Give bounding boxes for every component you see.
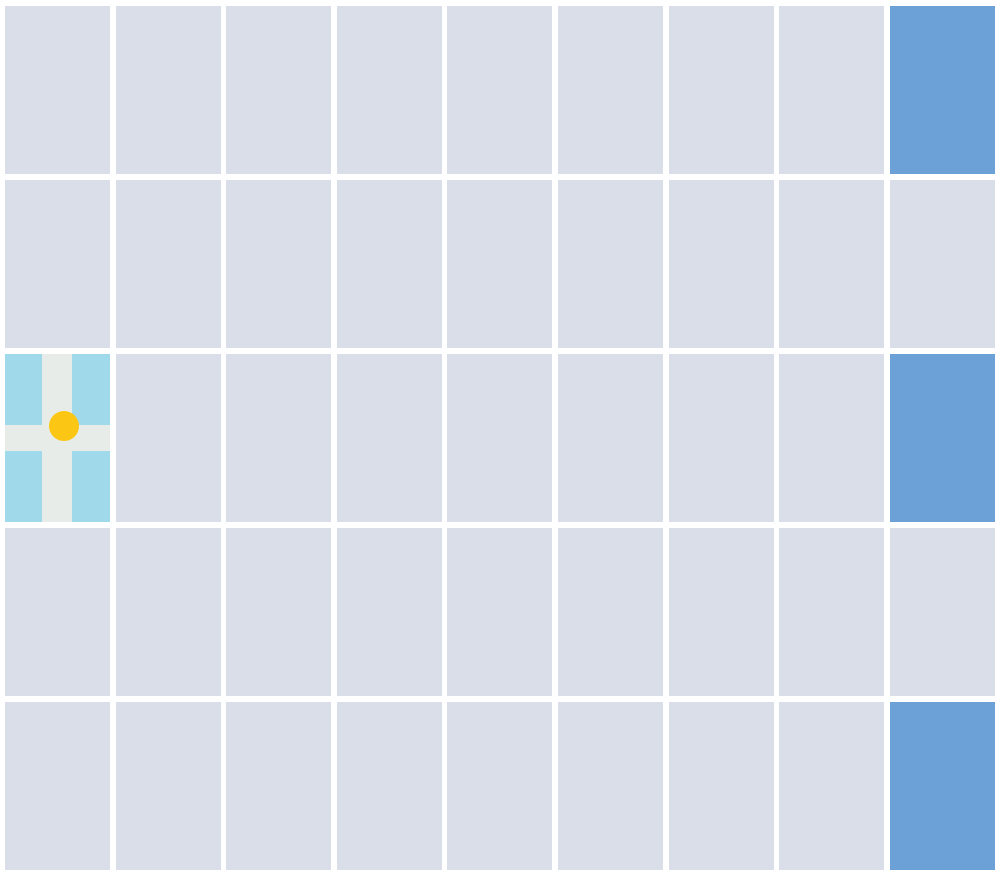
cell-r1-c7[interactable]	[668, 6, 774, 174]
cell-r2-c8[interactable]	[779, 180, 885, 348]
goal-cell-r1-c9[interactable]	[889, 6, 995, 174]
cell-r3-c8[interactable]	[779, 354, 885, 522]
cell-r5-c2[interactable]	[115, 702, 221, 870]
player-cell-r3-c1[interactable]	[5, 354, 110, 522]
cell-r3-c4[interactable]	[336, 354, 442, 522]
cell-r2-c4[interactable]	[336, 180, 442, 348]
cell-r3-c2[interactable]	[115, 354, 221, 522]
cell-r3-c7[interactable]	[668, 354, 774, 522]
cell-r1-c3[interactable]	[226, 6, 332, 174]
cell-r2-c7[interactable]	[668, 180, 774, 348]
cell-r5-c3[interactable]	[226, 702, 332, 870]
cell-r4-c7[interactable]	[668, 528, 774, 696]
cell-r5-c8[interactable]	[779, 702, 885, 870]
cell-r3-c6[interactable]	[557, 354, 663, 522]
cell-r3-c5[interactable]	[447, 354, 553, 522]
cell-r2-c3[interactable]	[226, 180, 332, 348]
cell-r4-c8[interactable]	[779, 528, 885, 696]
cell-r2-c5[interactable]	[447, 180, 553, 348]
cell-r1-c2[interactable]	[115, 6, 221, 174]
cell-r4-c4[interactable]	[336, 528, 442, 696]
cell-r4-c2[interactable]	[115, 528, 221, 696]
board-grid	[5, 6, 995, 870]
cell-r4-c6[interactable]	[557, 528, 663, 696]
goal-cell-r5-c9[interactable]	[889, 702, 995, 870]
cell-r1-c6[interactable]	[557, 6, 663, 174]
cell-r3-c3[interactable]	[226, 354, 332, 522]
cell-r4-c3[interactable]	[226, 528, 332, 696]
cell-r5-c5[interactable]	[447, 702, 553, 870]
goal-cell-r3-c9[interactable]	[889, 354, 995, 522]
player-token-icon[interactable]	[49, 411, 79, 441]
cell-r2-c2[interactable]	[115, 180, 221, 348]
cell-r5-c6[interactable]	[557, 702, 663, 870]
cell-r4-c5[interactable]	[447, 528, 553, 696]
cell-r2-c6[interactable]	[557, 180, 663, 348]
cell-r2-c9[interactable]	[889, 180, 995, 348]
cell-r1-c8[interactable]	[779, 6, 885, 174]
cell-r5-c1[interactable]	[5, 702, 110, 870]
cell-r4-c9[interactable]	[889, 528, 995, 696]
cell-r4-c1[interactable]	[5, 528, 110, 696]
cell-r5-c7[interactable]	[668, 702, 774, 870]
cell-r2-c1[interactable]	[5, 180, 110, 348]
cell-r5-c4[interactable]	[336, 702, 442, 870]
cell-r1-c1[interactable]	[5, 6, 110, 174]
cell-r1-c5[interactable]	[447, 6, 553, 174]
cell-r1-c4[interactable]	[336, 6, 442, 174]
